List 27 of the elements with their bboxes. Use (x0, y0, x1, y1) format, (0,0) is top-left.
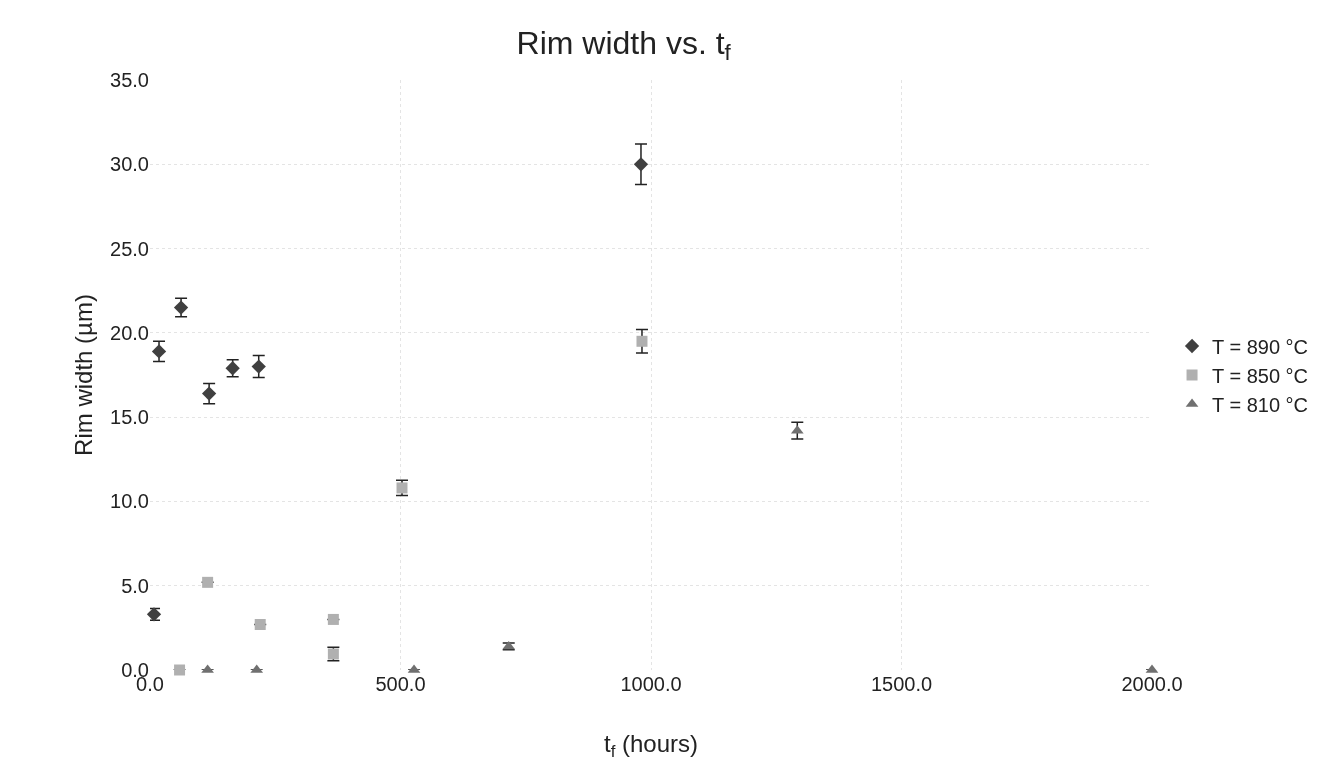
legend-label: T = 890 °C (1212, 335, 1309, 358)
legend-label: T = 810 °C (1212, 393, 1309, 416)
x-tick-label: 1500.0 (870, 673, 933, 695)
point (146, 607, 162, 622)
y-tick-label: 15.0 (110, 406, 149, 429)
y-tick-label: 35.0 (110, 69, 149, 91)
y-tick-label: 10.0 (110, 490, 149, 513)
point (201, 386, 217, 401)
legend-label: T = 850 °C (1212, 364, 1309, 387)
y-tick-label: 25.0 (110, 237, 149, 260)
chart-title: Rim width vs. t$_{f}$ (516, 24, 732, 66)
y-tick-label: 5.0 (121, 574, 149, 597)
point (636, 335, 648, 347)
x-tick-label: 1000.0 (620, 673, 682, 695)
point (327, 613, 339, 625)
x-tick-label: 500.0 (375, 673, 426, 695)
point (251, 359, 266, 374)
x-tick-label: 2000.0 (1121, 673, 1183, 695)
point (254, 618, 266, 630)
x-axis-title: t$_{f}$ (hours) (603, 730, 699, 762)
y-tick-label: 20.0 (110, 321, 149, 344)
y-axis-title: Rim width (µm) (70, 294, 97, 456)
point (151, 344, 167, 359)
point (174, 664, 186, 676)
y-tick-label: 30.0 (110, 153, 149, 176)
point (633, 157, 649, 172)
point (202, 576, 214, 588)
